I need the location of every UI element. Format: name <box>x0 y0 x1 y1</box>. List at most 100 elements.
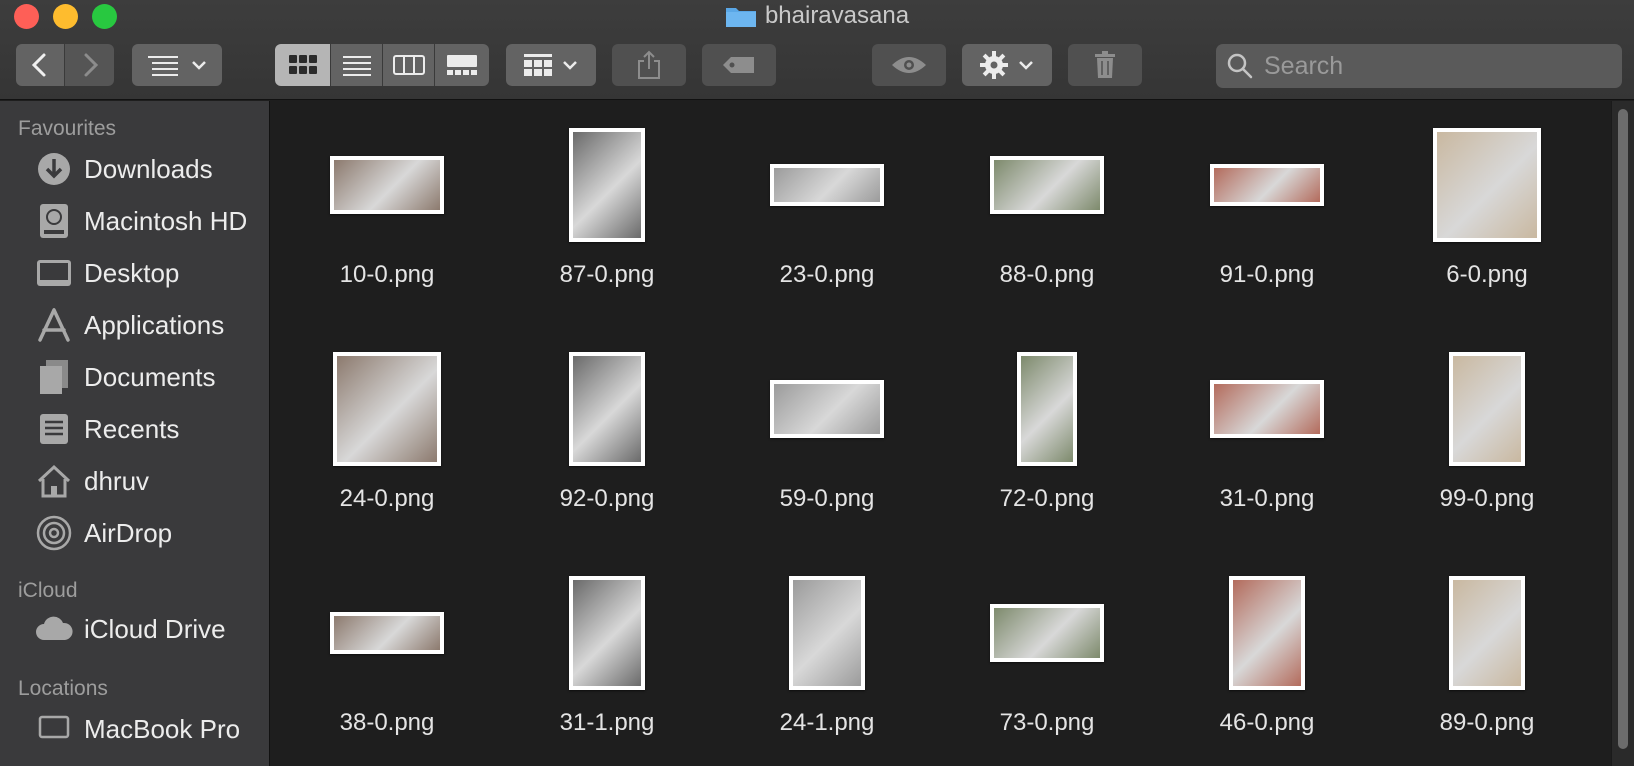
file-name: 31-1.png <box>559 709 655 736</box>
search-field[interactable] <box>1216 44 1622 88</box>
action-button[interactable] <box>962 44 1052 86</box>
image-preview <box>337 356 437 462</box>
file-item[interactable]: 24-1.png <box>727 563 927 737</box>
back-button[interactable] <box>16 44 65 86</box>
gallery-view-button[interactable] <box>435 44 489 86</box>
file-item[interactable]: 72-0.png <box>947 339 1147 513</box>
file-item[interactable]: 10-0.png <box>287 115 487 289</box>
close-window-button[interactable] <box>14 4 39 29</box>
sidebar-section-locations: Locations <box>18 677 108 700</box>
file-item[interactable]: 87-0.png <box>507 115 707 289</box>
image-thumbnail <box>330 156 444 214</box>
file-thumbnail-area <box>1387 339 1587 479</box>
file-item[interactable]: 73-0.png <box>947 563 1147 737</box>
list-view-button[interactable] <box>331 44 383 86</box>
file-item[interactable]: 59-0.png <box>727 339 927 513</box>
file-thumbnail-area <box>727 563 927 703</box>
window-title-bar: bhairavasana <box>0 2 1634 30</box>
file-name: 73-0.png <box>999 709 1095 736</box>
file-thumbnail-area <box>507 339 707 479</box>
arrange-button[interactable] <box>506 44 596 86</box>
file-item[interactable]: 99-0.png <box>1387 339 1587 513</box>
sidebar-section-icloud: iCloud <box>18 579 78 602</box>
sidebar-item-dhruv[interactable]: dhruv <box>0 455 269 507</box>
image-thumbnail <box>1449 352 1525 466</box>
search-input[interactable] <box>1264 51 1604 81</box>
file-name: 59-0.png <box>779 485 875 512</box>
file-name: 99-0.png <box>1439 485 1535 512</box>
sidebar-item-applications[interactable]: Applications <box>0 299 269 351</box>
sidebar-item-label: Desktop <box>84 257 180 288</box>
forward-button[interactable] <box>65 44 114 86</box>
file-item[interactable]: 31-0.png <box>1167 339 1367 513</box>
image-preview <box>573 580 641 686</box>
image-preview <box>1453 356 1521 462</box>
file-name: 46-0.png <box>1219 709 1315 736</box>
delete-button[interactable] <box>1068 44 1142 86</box>
nav-buttons <box>16 44 114 86</box>
file-thumbnail-area <box>287 563 487 703</box>
maximize-window-button[interactable] <box>92 4 117 29</box>
file-thumbnail-area <box>1167 115 1367 255</box>
image-thumbnail <box>1229 576 1305 690</box>
file-name: 88-0.png <box>999 261 1095 288</box>
sidebar-item-desktop[interactable]: Desktop <box>0 247 269 299</box>
sidebar-item-downloads[interactable]: Downloads <box>0 143 269 195</box>
image-preview <box>1437 132 1537 238</box>
sidebar-item-macintosh-hd[interactable]: Macintosh HD <box>0 195 269 247</box>
cloud-icon <box>34 609 74 649</box>
file-item[interactable]: 89-0.png <box>1387 563 1587 737</box>
trash-icon <box>1095 51 1115 78</box>
file-thumbnail-area <box>287 115 487 255</box>
file-name: 6-0.png <box>1446 261 1528 288</box>
file-name: 24-1.png <box>779 709 875 736</box>
tag-icon <box>723 57 754 73</box>
window-controls <box>14 4 117 29</box>
laptop-icon <box>34 709 74 749</box>
icon-view-button[interactable] <box>275 44 331 86</box>
file-item[interactable]: 92-0.png <box>507 339 707 513</box>
file-item[interactable]: 31-1.png <box>507 563 707 737</box>
quick-look-button[interactable] <box>872 44 946 86</box>
sidebar-item-icloud-drive[interactable]: iCloud Drive <box>0 603 269 655</box>
gear-icon <box>980 51 1008 79</box>
file-name: 38-0.png <box>339 709 435 736</box>
image-preview <box>793 580 861 686</box>
tag-button[interactable] <box>702 44 776 86</box>
file-thumbnail-area <box>727 115 927 255</box>
file-item[interactable]: 46-0.png <box>1167 563 1367 737</box>
image-preview <box>774 168 880 202</box>
file-item[interactable]: 23-0.png <box>727 115 927 289</box>
sidebar-item-airdrop[interactable]: AirDrop <box>0 507 269 559</box>
home-icon <box>34 461 74 501</box>
image-thumbnail <box>1433 128 1541 242</box>
file-item[interactable]: 91-0.png <box>1167 115 1367 289</box>
image-preview <box>994 160 1100 210</box>
image-thumbnail <box>1017 352 1077 466</box>
file-item[interactable]: 24-0.png <box>287 339 487 513</box>
file-name: 87-0.png <box>559 261 655 288</box>
sidebar-item-macbook-pro[interactable]: MacBook Pro <box>0 703 269 755</box>
file-item[interactable]: 6-0.png <box>1387 115 1587 289</box>
file-item[interactable]: 38-0.png <box>287 563 487 737</box>
scroll-thumb[interactable] <box>1618 109 1628 749</box>
image-preview <box>1021 356 1073 462</box>
column-view-button[interactable] <box>383 44 435 86</box>
image-preview <box>1453 580 1521 686</box>
file-name: 23-0.png <box>779 261 875 288</box>
vertical-scrollbar[interactable] <box>1611 101 1634 766</box>
file-name: 10-0.png <box>339 261 435 288</box>
grid-icon <box>288 55 317 74</box>
sidebar-item-documents[interactable]: Documents <box>0 351 269 403</box>
minimize-window-button[interactable] <box>53 4 78 29</box>
file-thumbnail-area <box>1167 563 1367 703</box>
sidebar-item-label: AirDrop <box>84 517 173 548</box>
file-name: 31-0.png <box>1219 485 1315 512</box>
desktop-icon <box>34 253 74 293</box>
file-item[interactable]: 88-0.png <box>947 115 1147 289</box>
sidebar-item-recents[interactable]: Recents <box>0 403 269 455</box>
chevron-down-icon <box>192 61 206 70</box>
window-title: bhairavasana <box>764 2 910 29</box>
share-button[interactable] <box>612 44 686 86</box>
group-by-button[interactable] <box>132 44 222 86</box>
